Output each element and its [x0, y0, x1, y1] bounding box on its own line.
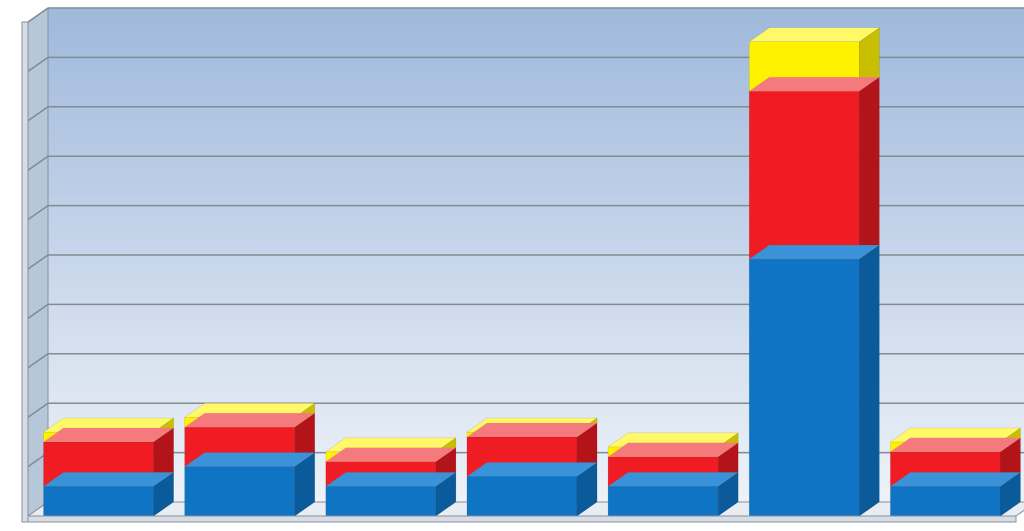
chart-canvas — [0, 0, 1024, 531]
stacked-bar-3d-chart — [0, 0, 1024, 531]
